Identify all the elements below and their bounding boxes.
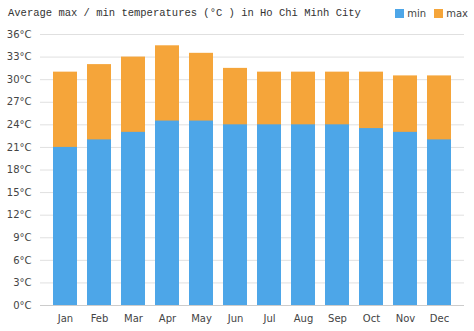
svg-text:May: May	[191, 313, 212, 324]
svg-text:0°C: 0°C	[13, 300, 31, 311]
html-text:min: min	[407, 7, 427, 19]
svg-text:3°C: 3°C	[13, 277, 31, 288]
svg-text:15°C: 15°C	[7, 187, 32, 198]
svg-text:Apr: Apr	[159, 313, 177, 324]
html-text:max: max	[446, 7, 468, 19]
svg-text:21°C: 21°C	[7, 142, 32, 153]
svg-text:6°C: 6°C	[13, 255, 31, 266]
svg-text:36°C: 36°C	[7, 29, 32, 40]
svg-text:Sep: Sep	[328, 313, 347, 324]
svg-text:30°C: 30°C	[7, 74, 32, 85]
svg-text:Nov: Nov	[396, 313, 416, 324]
svg-text:18°C: 18°C	[7, 164, 32, 175]
svg-text:27°C: 27°C	[7, 96, 32, 107]
svg-text:Aug: Aug	[294, 313, 314, 324]
svg-text:9°C: 9°C	[13, 232, 31, 243]
html-text:Average max / min temperatures: Average max / min temperatures (°C ) in …	[8, 7, 361, 19]
svg-text:Feb: Feb	[91, 313, 109, 324]
svg-text:Dec: Dec	[430, 313, 449, 324]
svg-text:Jul: Jul	[262, 313, 275, 324]
svg-text:12°C: 12°C	[7, 209, 32, 220]
svg-text:Jun: Jun	[227, 313, 244, 324]
svg-text:Mar: Mar	[124, 313, 144, 324]
svg-text:Oct: Oct	[363, 313, 380, 324]
svg-text:33°C: 33°C	[7, 51, 32, 62]
svg-text:Jan: Jan	[57, 313, 73, 324]
svg-text:24°C: 24°C	[7, 119, 32, 130]
